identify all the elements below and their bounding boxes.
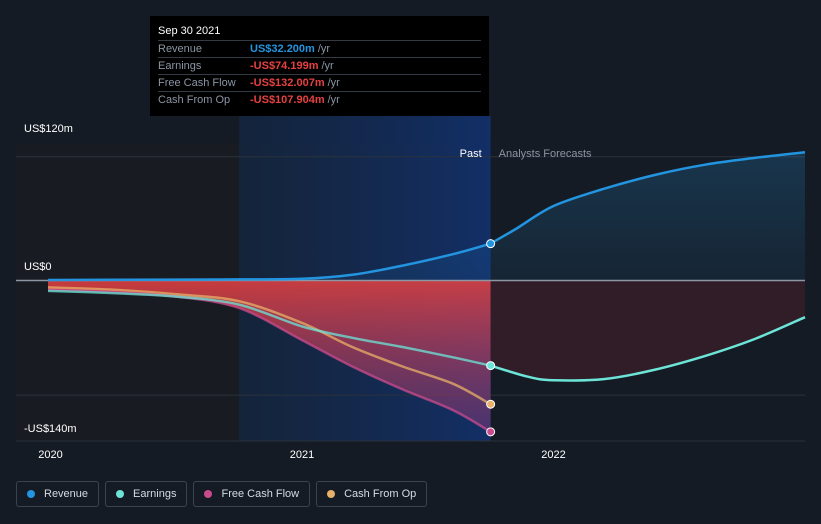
x-tick-label: 2021 <box>290 449 314 461</box>
legend-item-earnings[interactable]: Earnings <box>105 481 188 507</box>
tooltip-value: -US$132.007m <box>250 77 325 89</box>
cash-from-op-line-past <box>47 286 492 406</box>
tooltip-value: US$32.200m <box>250 43 315 55</box>
tooltip-value: -US$107.904m <box>250 94 325 106</box>
legend-label: Free Cash Flow <box>221 488 300 500</box>
revenue-line-past <box>47 242 491 282</box>
free-cash-flow-dot-icon <box>204 490 213 498</box>
tooltip-label: Cash From Op <box>158 94 231 106</box>
tooltip-label: Free Cash Flow <box>158 77 236 89</box>
legend-label: Revenue <box>44 488 89 500</box>
legend-item-revenue[interactable]: Revenue <box>16 481 100 507</box>
losses-area-fill <box>48 280 491 432</box>
revenue-line-forecast <box>489 150 806 245</box>
tooltip-row-cash-from-op: Cash From Op -US$107.904m /yr <box>158 92 481 108</box>
tooltip-label: Earnings <box>158 60 202 72</box>
y-axis-top-label: US$120m <box>24 123 73 135</box>
data-tooltip: Sep 30 2021 Revenue US$32.200m /yr Earni… <box>150 16 489 116</box>
tooltip-label: Revenue <box>158 43 203 55</box>
tooltip-row-free-cash-flow: Free Cash Flow -US$132.007m /yr <box>158 75 481 92</box>
free-cash-flow-marker[interactable] <box>486 427 496 437</box>
legend-item-free-cash-flow[interactable]: Free Cash Flow <box>193 481 311 507</box>
tooltip-row-earnings: Earnings -US$74.199m /yr <box>158 58 481 75</box>
tooltip-unit: /yr <box>321 60 334 72</box>
tooltip-unit: /yr <box>317 43 331 55</box>
x-tick-label: 2022 <box>541 449 565 461</box>
tooltip-unit: /yr <box>327 77 340 89</box>
forecast-section-label: Analysts Forecasts <box>499 148 592 160</box>
legend-label: Earnings <box>133 488 177 500</box>
revenue-area-fill <box>48 152 805 281</box>
tooltip-unit: /yr <box>327 94 340 106</box>
revenue-marker[interactable] <box>486 239 496 249</box>
legend-item-cash-from-op[interactable]: Cash From Op <box>316 481 428 507</box>
cash-from-op-marker[interactable] <box>486 399 496 409</box>
tooltip-value: -US$74.199m <box>250 60 319 72</box>
earnings-line-forecast <box>490 316 806 382</box>
tooltip-date: Sep 30 2021 <box>158 23 481 41</box>
y-axis-bottom-label: -US$140m <box>24 423 77 435</box>
x-tick-label: 2020 <box>38 449 62 461</box>
earnings-marker[interactable] <box>486 361 496 371</box>
earnings-line-past <box>47 289 491 367</box>
tooltip-row-revenue: Revenue US$32.200m /yr <box>158 41 481 58</box>
legend-label: Cash From Op <box>344 488 417 500</box>
cash-from-op-dot-icon <box>327 490 336 498</box>
y-axis-zero-label: US$0 <box>24 261 52 273</box>
earnings-dot-icon <box>116 490 125 498</box>
past-section-label: Past <box>460 148 482 160</box>
losses-forecast-area-fill <box>490 280 805 381</box>
revenue-dot-icon <box>27 490 35 498</box>
chart-legend: Revenue Earnings Free Cash Flow Cash Fro… <box>16 481 428 507</box>
